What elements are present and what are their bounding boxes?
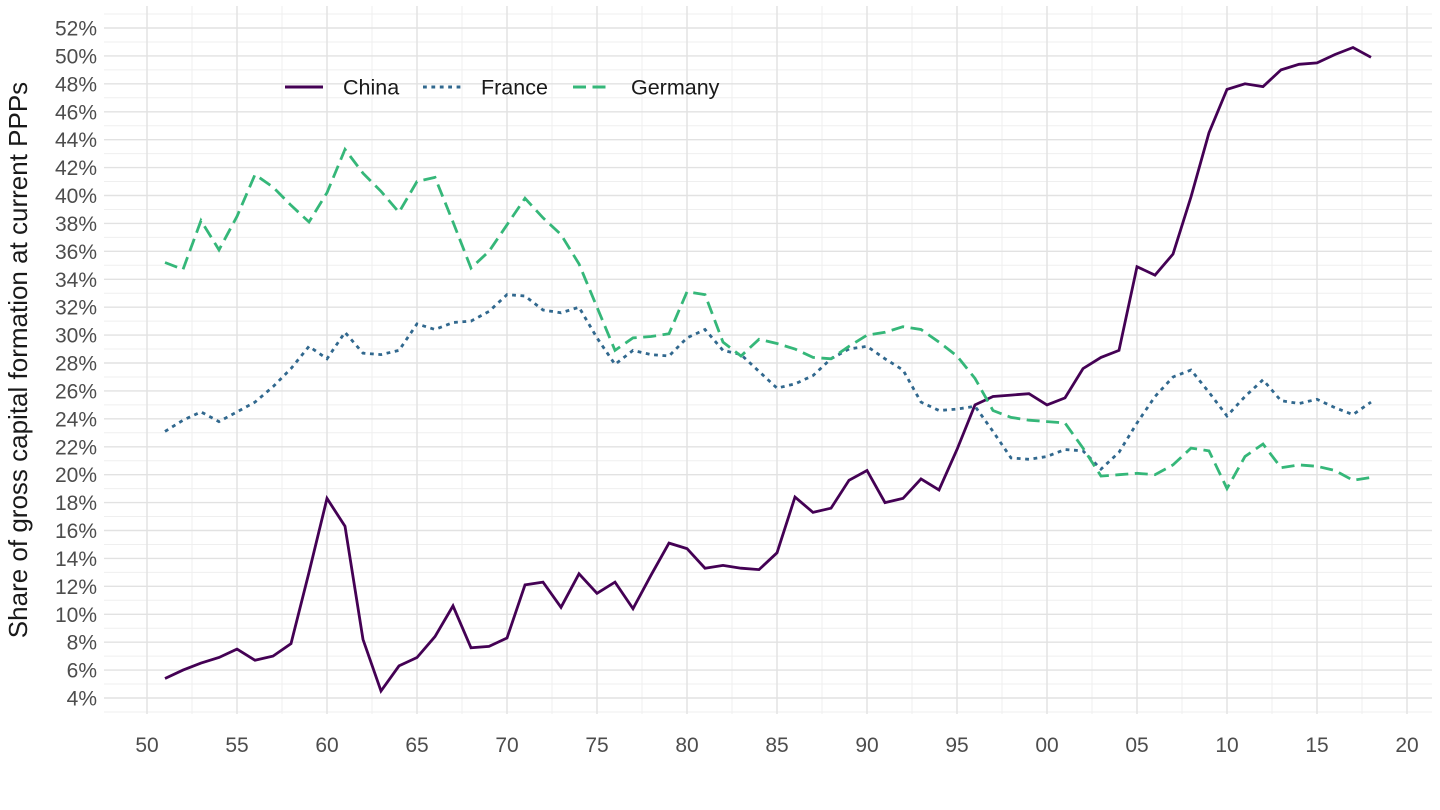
y-tick-label: 42% — [55, 157, 97, 180]
y-tick-label: 36% — [55, 241, 97, 264]
x-tick-label: 15 — [1305, 734, 1328, 757]
x-tick-label: 85 — [765, 734, 788, 757]
legend-label-france: France — [481, 76, 548, 100]
series-lines — [164, 45, 1372, 695]
legend-item-france: France — [423, 76, 548, 100]
x-tick-label: 00 — [1035, 734, 1058, 757]
x-tick-label: 20 — [1395, 734, 1418, 757]
x-axis-tick-labels: 50 55 60 65 70 75 80 85 90 95 00 05 10 15 20 — [135, 734, 1418, 757]
legend-label-germany: Germany — [631, 76, 720, 100]
y-tick-label: 26% — [55, 380, 97, 403]
y-tick-label: 38% — [55, 213, 97, 236]
legend-label-china: China — [343, 76, 399, 100]
y-tick-label: 14% — [55, 548, 97, 571]
y-tick-label: 50% — [55, 45, 97, 68]
x-tick-label: 70 — [495, 734, 518, 757]
y-tick-label: 44% — [55, 129, 97, 152]
x-tick-label: 65 — [405, 734, 428, 757]
y-tick-label: 52% — [55, 18, 97, 41]
y-tick-label: 24% — [55, 408, 97, 431]
x-tick-label: 75 — [585, 734, 608, 757]
y-tick-label: 30% — [55, 325, 97, 348]
series-line-china — [164, 45, 1372, 695]
legend-item-china: China — [285, 76, 399, 100]
y-tick-label: 4% — [67, 688, 97, 711]
y-axis-title: Share of gross capital formation at curr… — [3, 82, 33, 638]
y-tick-label: 16% — [55, 520, 97, 543]
x-tick-label: 10 — [1215, 734, 1238, 757]
y-tick-label: 6% — [67, 660, 97, 683]
y-tick-label: 34% — [55, 269, 97, 292]
x-tick-label: 60 — [315, 734, 338, 757]
x-tick-label: 50 — [135, 734, 158, 757]
gridlines-minor — [104, 6, 1432, 714]
legend: China France Germany — [285, 76, 720, 100]
y-tick-label: 8% — [67, 632, 97, 655]
series-line-germany — [164, 146, 1372, 492]
y-tick-label: 12% — [55, 576, 97, 599]
legend-item-germany: Germany — [573, 76, 720, 100]
x-tick-label: 90 — [855, 734, 878, 757]
x-tick-label: 05 — [1125, 734, 1148, 757]
y-tick-label: 10% — [55, 604, 97, 627]
y-tick-label: 48% — [55, 73, 97, 96]
y-axis-tick-labels: 4% 6% 8% 10% 12% 14% 16% 18% 20% 22% 24% 26% 28% 30% 3… — [55, 18, 97, 711]
gridlines-major — [104, 6, 1432, 714]
x-tick-label: 95 — [945, 734, 968, 757]
y-tick-label: 18% — [55, 492, 97, 515]
y-tick-label: 28% — [55, 353, 97, 376]
y-tick-label: 46% — [55, 101, 97, 124]
y-tick-label: 32% — [55, 297, 97, 320]
x-tick-label: 80 — [675, 734, 698, 757]
y-tick-label: 22% — [55, 436, 97, 459]
y-tick-label: 20% — [55, 464, 97, 487]
series-line-france — [164, 293, 1372, 472]
x-tick-label: 55 — [225, 734, 248, 757]
y-tick-label: 40% — [55, 185, 97, 208]
